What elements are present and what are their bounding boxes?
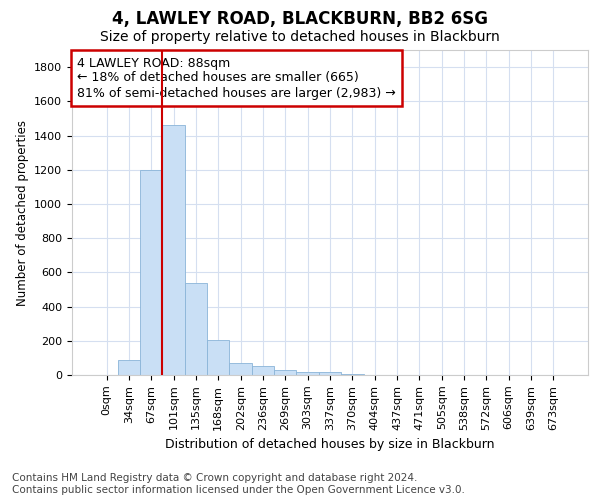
Bar [207,340,229,375]
Text: Contains HM Land Registry data © Crown copyright and database right 2024.
Contai: Contains HM Land Registry data © Crown c… [12,474,465,495]
Bar [341,374,364,375]
Bar [319,372,341,375]
X-axis label: Distribution of detached houses by size in Blackburn: Distribution of detached houses by size … [165,438,495,451]
Bar [252,366,274,375]
Bar [229,363,252,375]
Bar [140,170,163,375]
Bar [163,126,185,375]
Y-axis label: Number of detached properties: Number of detached properties [16,120,29,306]
Bar [118,360,140,375]
Bar [185,282,207,375]
Bar [274,370,296,375]
Text: 4 LAWLEY ROAD: 88sqm
← 18% of detached houses are smaller (665)
81% of semi-deta: 4 LAWLEY ROAD: 88sqm ← 18% of detached h… [77,56,396,100]
Bar [296,372,319,375]
Text: 4, LAWLEY ROAD, BLACKBURN, BB2 6SG: 4, LAWLEY ROAD, BLACKBURN, BB2 6SG [112,10,488,28]
Text: Size of property relative to detached houses in Blackburn: Size of property relative to detached ho… [100,30,500,44]
